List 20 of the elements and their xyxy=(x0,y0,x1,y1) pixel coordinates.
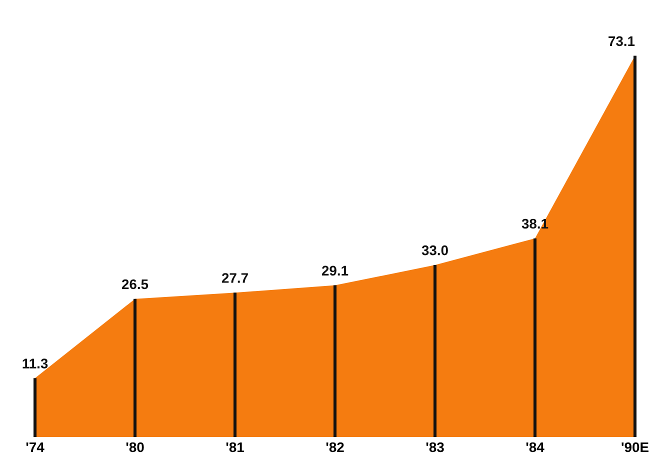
data-label: 11.3 xyxy=(22,358,48,368)
data-label: 33.0 xyxy=(422,245,448,256)
bar xyxy=(533,238,536,438)
x-tick-label: '82 xyxy=(326,442,344,452)
data-label: 26.5 xyxy=(122,279,148,290)
x-tick-label: '90E xyxy=(622,442,648,452)
x-tick-label: '81 xyxy=(226,442,244,452)
x-tick-label: '74 xyxy=(26,442,44,452)
bar xyxy=(633,56,636,438)
bar xyxy=(34,378,37,438)
bar xyxy=(134,298,137,438)
x-tick-label: '84 xyxy=(526,442,544,452)
bar xyxy=(434,264,436,438)
bar xyxy=(334,285,337,438)
x-tick-label: '80 xyxy=(126,442,144,452)
data-label: 73.1 xyxy=(608,36,635,46)
data-label: 27.7 xyxy=(222,273,248,283)
x-tick-label: '83 xyxy=(426,442,444,452)
bar xyxy=(234,292,237,438)
data-label: 29.1 xyxy=(322,266,348,276)
